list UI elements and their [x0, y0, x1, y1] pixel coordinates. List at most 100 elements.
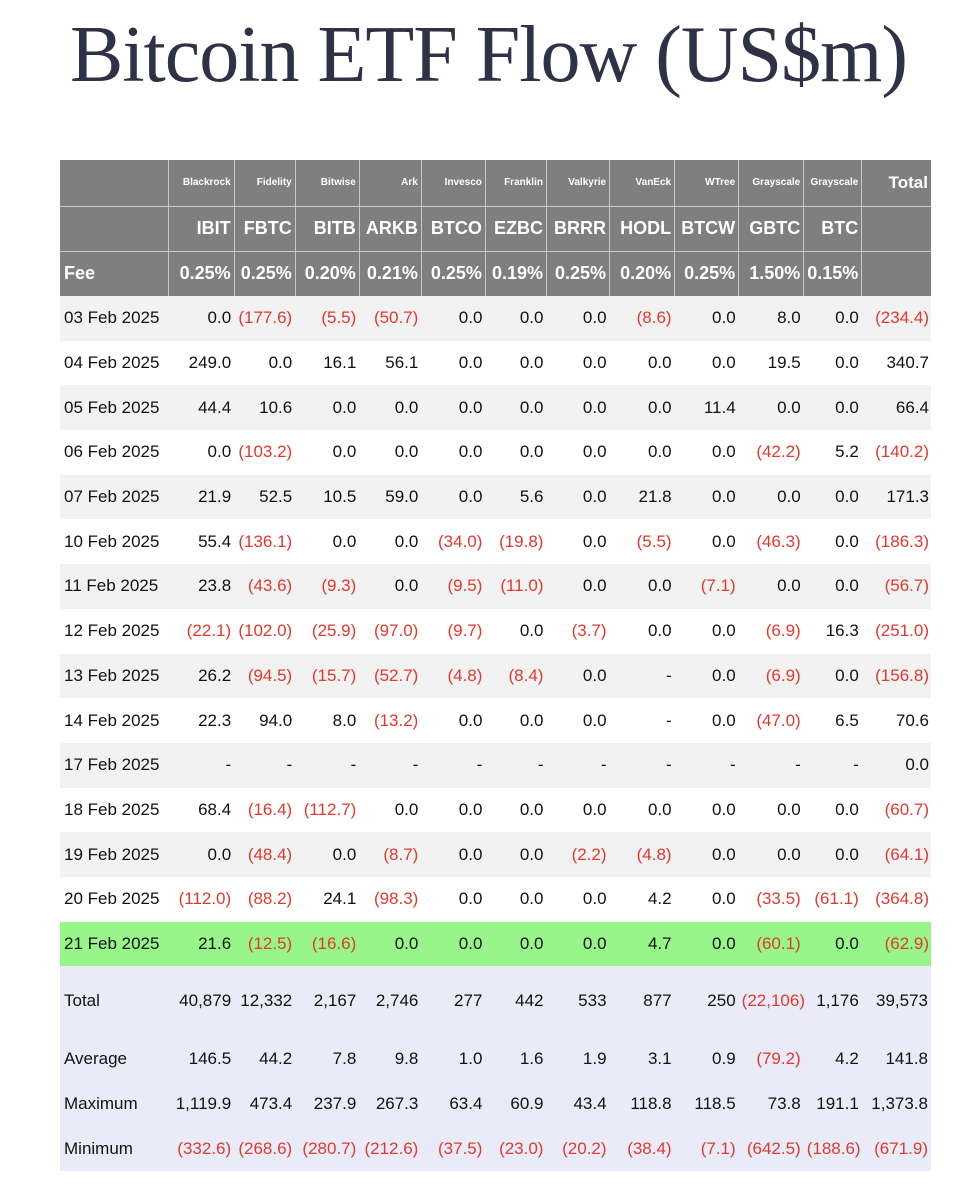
flow-value-cell: - [600, 755, 607, 775]
flow-value-cell: 0.0 [332, 397, 357, 417]
flow-value-cell: (3.7) [571, 621, 607, 641]
summary-value-cell: 1,176 [816, 991, 859, 1011]
summary-row-maximum: Maximum 1,119.9 473.4 237.9 267.3 63.4 60.9 43.… [60, 1081, 931, 1127]
flow-value-cell: 0.0 [712, 487, 736, 507]
fee-cell: 0.20% [295, 251, 360, 296]
flow-value-cell: (33.5) [756, 889, 801, 909]
row-total-cell: (251.0) [875, 621, 929, 641]
flow-value-cell: (42.2) [756, 442, 801, 462]
table-row: 06 Feb 2025 0.0 (103.2) 0.0 0.0 0.0 0.0 0.0 0.0 0… [60, 430, 931, 475]
ticker-header-cell: BRRR [546, 206, 611, 251]
row-date-cell: 20 Feb 2025 [64, 889, 160, 909]
summary-row-average: Average 146.5 44.2 7.8 9.8 1.0 1.6 1.9 3.1 0.9 (79… [60, 1036, 931, 1082]
flow-value-cell: 0.0 [835, 933, 859, 953]
flow-value-cell: 0.0 [712, 933, 736, 953]
header-empty-cell [862, 251, 931, 296]
summary-value-cell: 250 [707, 991, 736, 1011]
flow-value-cell: - [665, 755, 672, 775]
row-total-cell: 340.7 [886, 353, 929, 373]
flow-value-cell: 0.0 [582, 576, 607, 596]
flow-value-cell: (11.0) [500, 576, 544, 596]
flow-value-cell: 0.0 [458, 710, 483, 730]
flow-value-cell: 0.0 [712, 844, 736, 864]
flow-value-cell: (103.2) [238, 442, 293, 462]
flow-value-cell: 0.0 [582, 933, 607, 953]
flow-value-cell: - [537, 755, 544, 775]
row-total-cell: 66.4 [895, 397, 929, 417]
summary-row-minimum: Minimum (332.6) (268.6) (280.7) (212.6) (37.5… [60, 1126, 931, 1172]
row-date-cell: 05 Feb 2025 [64, 397, 160, 417]
summary-value-cell: 118.5 [694, 1093, 736, 1113]
fee-label-cell: Fee [60, 251, 169, 296]
summary-value-cell: 40,879 [179, 991, 232, 1011]
flow-value-cell: 55.4 [198, 531, 232, 551]
flow-value-cell: 0.0 [207, 844, 232, 864]
row-total-cell: 70.6 [895, 710, 929, 730]
flow-value-cell: 0.0 [712, 353, 736, 373]
ticker-header-cell: FBTC [234, 206, 296, 251]
flow-value-cell: 0.0 [519, 442, 544, 462]
flow-value-cell: (5.5) [321, 308, 357, 328]
flow-value-cell: 0.0 [712, 665, 736, 685]
summary-value-cell: 44.2 [259, 1048, 293, 1068]
flow-value-cell: 94.0 [259, 710, 293, 730]
summary-value-cell: 1.9 [582, 1048, 607, 1068]
flow-value-cell: (97.0) [373, 621, 419, 641]
flow-value-cell: (88.2) [247, 889, 293, 909]
flow-value-cell: - [795, 755, 801, 775]
table-row: 20 Feb 2025 (112.0) (88.2) 24.1 (98.3) 0.0 0.0… [60, 876, 931, 922]
flow-value-cell: 0.0 [777, 844, 801, 864]
summary-value-cell: 118.8 [630, 1093, 672, 1113]
flow-value-cell: (19.8) [499, 531, 544, 551]
flow-value-cell: 23.8 [198, 576, 232, 596]
issuer-header-cell: Fidelity [234, 160, 296, 206]
flow-value-cell: 0.0 [519, 933, 544, 953]
summary-value-cell: 533 [578, 991, 607, 1011]
summary-value-cell: 191.1 [816, 1093, 859, 1113]
row-date-cell: 21 Feb 2025 [64, 933, 160, 953]
flow-value-cell: (112.0) [178, 889, 232, 909]
flow-value-cell: 16.3 [825, 621, 859, 641]
summary-value-cell: 9.8 [394, 1048, 419, 1068]
summary-row-total: Total 40,879 12,332 2,167 2,746 277 442 533 877 2… [60, 966, 931, 1037]
row-date-cell: 07 Feb 2025 [64, 487, 160, 507]
table-row: 19 Feb 2025 0.0 (48.4) 0.0 (8.7) 0.0 0.0 (2.2) (… [60, 832, 931, 877]
flow-value-cell: 0.0 [835, 353, 859, 373]
issuer-header-cell: Valkyrie [546, 160, 611, 206]
summary-value-cell: (212.6) [364, 1138, 419, 1158]
row-date-cell: 13 Feb 2025 [64, 665, 160, 685]
ticker-header-cell: HODL [609, 206, 676, 251]
header-corner-cell [60, 160, 169, 206]
fee-cell: 0.15% [803, 251, 863, 296]
flow-value-cell: (16.6) [311, 933, 357, 953]
ticker-header-cell: GBTC [738, 206, 805, 251]
flow-value-cell: - [225, 755, 232, 775]
summary-value-cell: 63.4 [449, 1093, 483, 1113]
flow-value-cell: 0.0 [712, 710, 736, 730]
flow-value-cell: (16.4) [247, 799, 293, 819]
flow-value-cell: 0.0 [394, 531, 419, 551]
flow-value-cell: 68.4 [198, 799, 232, 819]
flow-value-cell: 0.0 [712, 799, 736, 819]
flow-value-cell: 0.0 [582, 308, 607, 328]
summary-value-cell: (188.6) [806, 1138, 861, 1158]
flow-value-cell: 0.0 [582, 442, 607, 462]
flow-value-cell: 0.0 [458, 487, 483, 507]
issuer-header-cell: VanEck [609, 160, 676, 206]
flow-value-cell: (7.1) [700, 576, 736, 596]
flow-value-cell: 52.5 [259, 487, 293, 507]
flow-value-cell: (6.9) [765, 665, 801, 685]
table-row: 07 Feb 2025 21.9 52.5 10.5 59.0 0.0 5.6 0.0 21.8… [60, 474, 931, 520]
flow-value-cell: 0.0 [777, 799, 801, 819]
summary-value-cell: 43.4 [573, 1093, 607, 1113]
total-header-cell: Total [888, 172, 928, 192]
row-date-cell: 19 Feb 2025 [64, 844, 160, 864]
flow-value-cell: 22.3 [198, 710, 232, 730]
flow-value-cell: 0.0 [519, 308, 544, 328]
flow-value-cell: 10.5 [323, 487, 357, 507]
flow-value-cell: (9.5) [447, 576, 483, 596]
flow-value-cell: 0.0 [519, 397, 544, 417]
flow-value-cell: 21.9 [198, 487, 232, 507]
summary-value-cell: (20.2) [562, 1138, 607, 1158]
flow-value-cell: - [853, 755, 859, 775]
